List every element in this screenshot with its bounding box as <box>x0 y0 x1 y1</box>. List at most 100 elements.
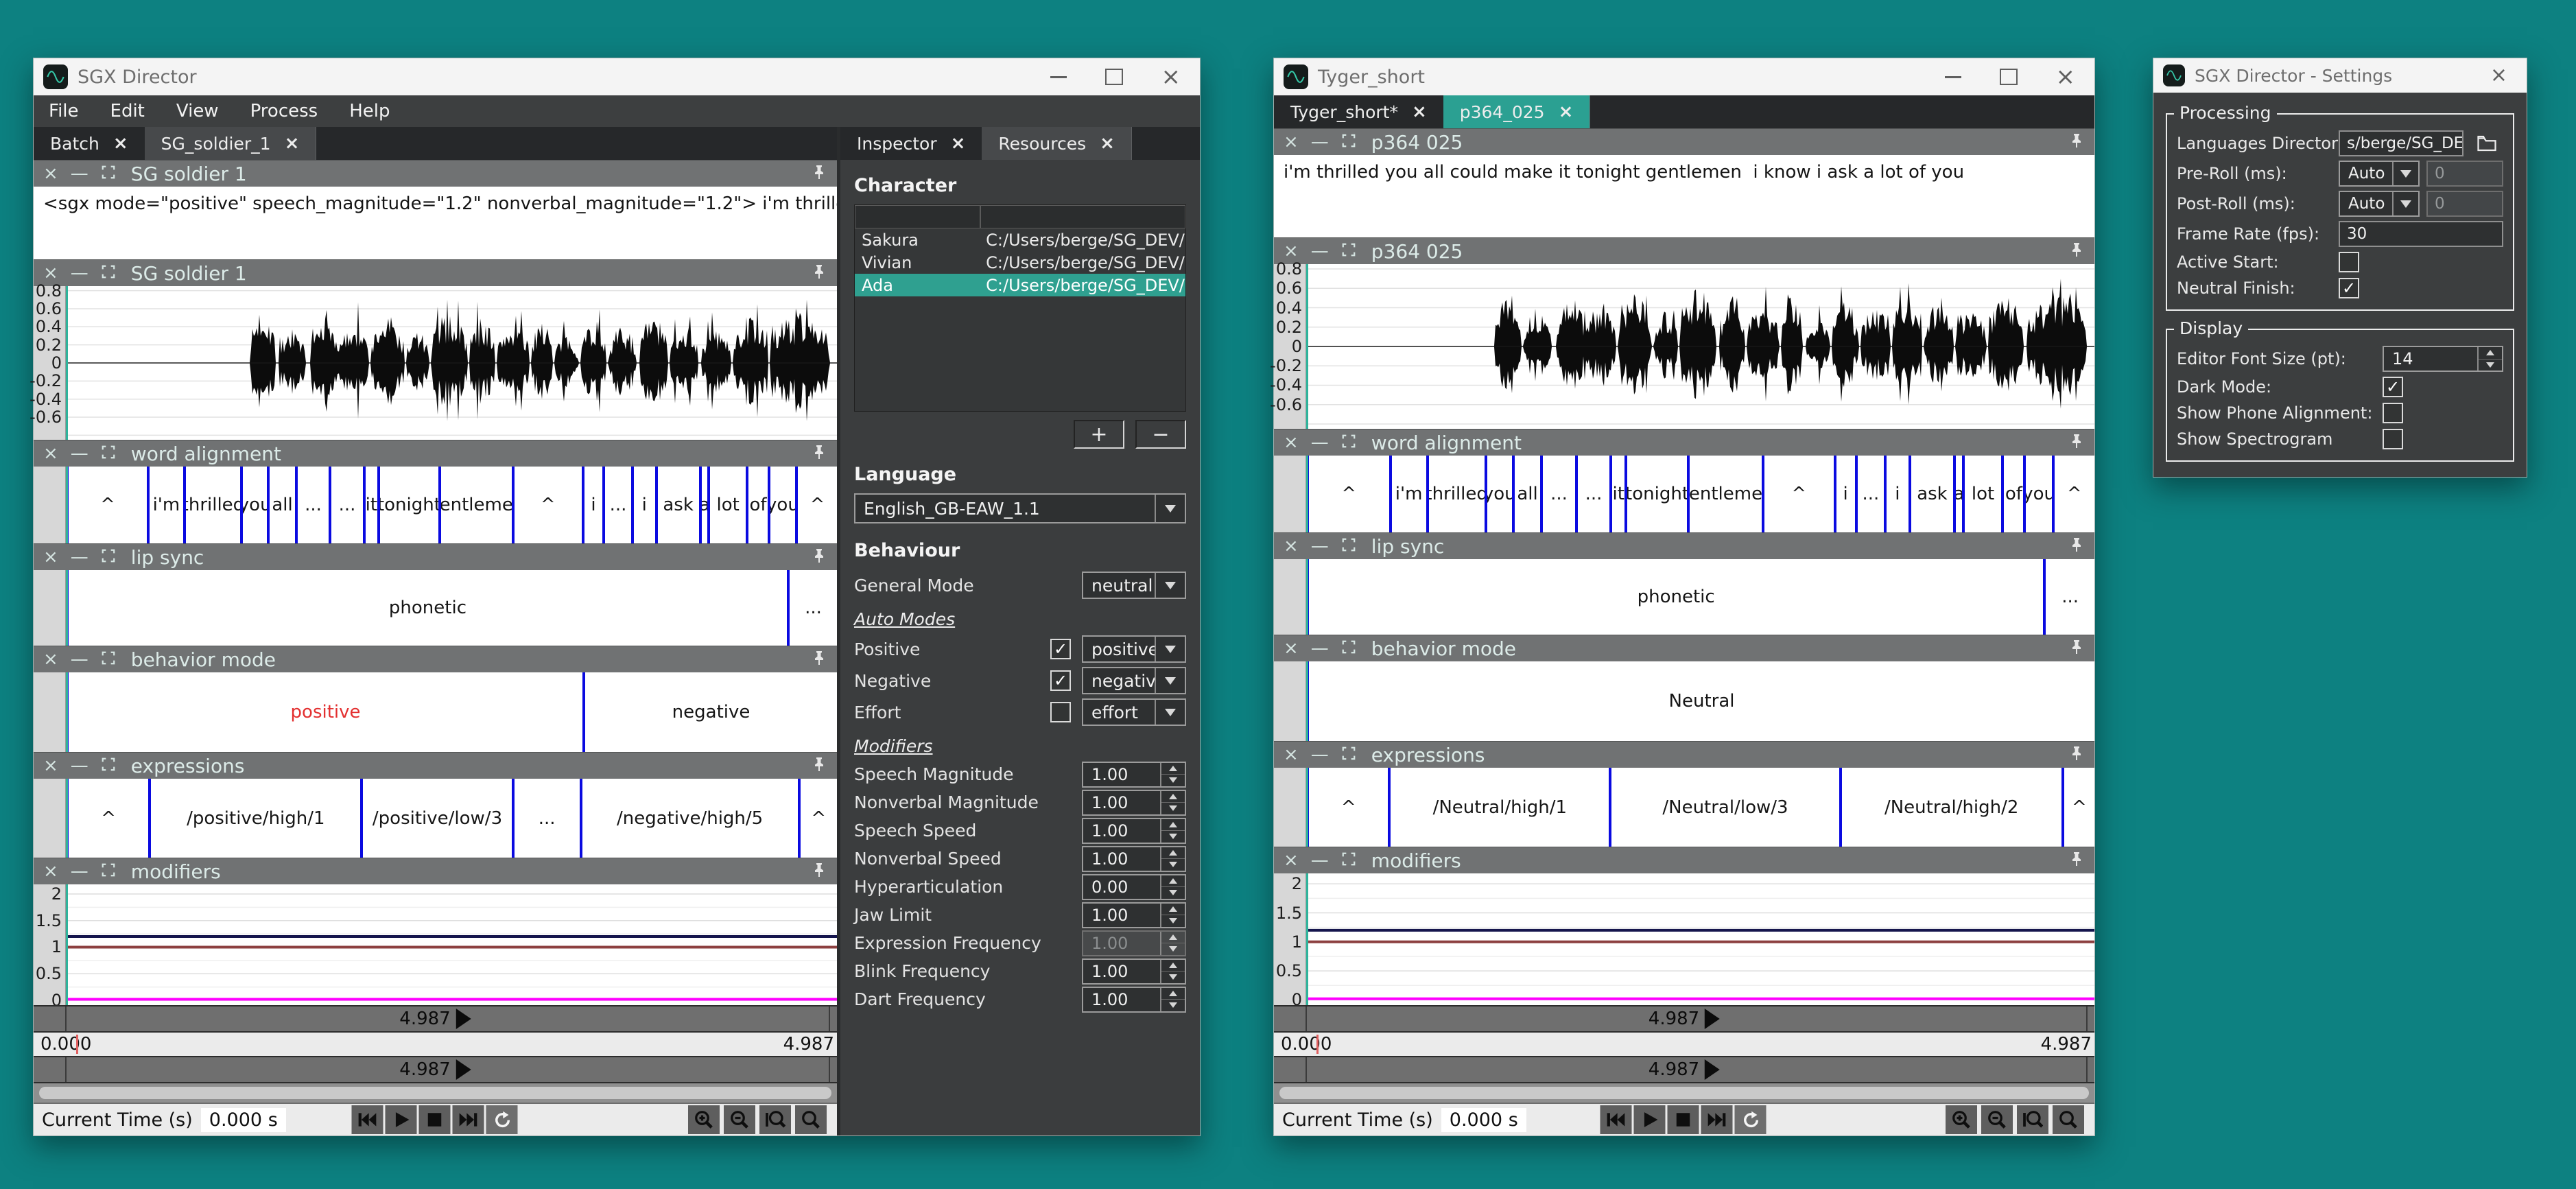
panel-close-icon[interactable]: × <box>1284 638 1299 659</box>
frame-rate-field[interactable]: 30 <box>2339 221 2503 247</box>
word-segment[interactable]: ^ <box>2051 456 2094 532</box>
menu-item[interactable]: Process <box>250 101 318 121</box>
minimize-icon[interactable] <box>1944 75 1961 78</box>
slider-left-cap[interactable] <box>34 1006 67 1031</box>
word-segment[interactable]: ... <box>294 467 329 543</box>
document-tab[interactable]: p364_025 × <box>1443 95 1591 128</box>
pin-icon[interactable] <box>811 650 827 669</box>
spin-down-icon[interactable] <box>1161 859 1185 871</box>
pin-icon[interactable] <box>2068 745 2085 764</box>
panel-maximize-icon[interactable] <box>1341 133 1356 152</box>
show-phone-alignment-checkbox[interactable] <box>2383 403 2403 423</box>
panel-minimize-icon[interactable]: — <box>1310 536 1329 556</box>
panel-close-icon[interactable]: × <box>1284 241 1299 261</box>
pin-icon[interactable] <box>811 263 827 283</box>
time-ruler[interactable]: 0.000 4.987 <box>34 1033 837 1056</box>
slider-right-cap[interactable] <box>829 1006 837 1031</box>
modifier-spinbox[interactable]: 1.00 <box>1082 902 1186 928</box>
lip-sync-plot[interactable]: phonetic... <box>66 570 837 646</box>
pin-icon[interactable] <box>2068 433 2085 452</box>
panel-minimize-icon[interactable]: — <box>1310 432 1329 453</box>
modifiers-plot[interactable] <box>1306 873 2094 1005</box>
character-row[interactable]: Vivian C:/Users/berge/SG_DEV/SG_Characte… <box>855 251 1185 274</box>
horizontal-scrollbar[interactable] <box>1274 1083 2094 1103</box>
pin-icon[interactable] <box>2068 851 2085 870</box>
slider-right-cap[interactable] <box>2086 1057 2094 1082</box>
waveform-track[interactable]: 0.8 0.6 0.4 0.2 0 -0.2 -0.4 -0.6 <box>29 281 837 440</box>
tab-close-icon[interactable]: × <box>1100 133 1115 154</box>
playhead-cursor[interactable] <box>1306 456 1308 532</box>
word-alignment-track[interactable]: ^i'mthrilledyouall......ittonightgentlem… <box>34 467 837 543</box>
play-button[interactable] <box>1633 1105 1666 1134</box>
behavior-mode-plot[interactable]: positive negative <box>66 672 837 752</box>
spin-down-icon[interactable] <box>1161 887 1185 899</box>
pin-icon[interactable] <box>811 862 827 881</box>
modifiers-track[interactable]: 2 1.5 1 0.5 0 <box>34 884 837 1010</box>
modifier-spinbox[interactable]: 1.00 <box>1082 817 1186 844</box>
panel-maximize-icon[interactable] <box>1341 434 1356 452</box>
panel-maximize-icon[interactable] <box>1341 746 1356 764</box>
modifiers-plot[interactable] <box>66 884 837 1005</box>
word-segment[interactable]: you <box>1484 456 1512 532</box>
playhead-tick[interactable] <box>76 1035 78 1054</box>
panel-maximize-icon[interactable] <box>101 862 116 881</box>
panel-minimize-icon[interactable]: — <box>1310 850 1329 871</box>
lip-sync-plot[interactable]: phonetic... <box>1306 559 2094 635</box>
expression-segment[interactable]: /Neutral/high/2 <box>1839 768 2061 847</box>
document-tab[interactable]: SG_soldier_1 × <box>144 127 317 160</box>
word-segment[interactable]: all <box>267 467 294 543</box>
word-segment[interactable]: ask <box>654 467 699 543</box>
playhead-tick[interactable] <box>1316 1035 1319 1054</box>
spin-down-icon[interactable] <box>1161 831 1185 843</box>
tab-close-icon[interactable]: × <box>113 133 128 154</box>
panel-close-icon[interactable]: × <box>43 263 58 283</box>
pin-icon[interactable] <box>2068 242 2085 261</box>
modifiers-track[interactable]: 2 1.5 1 0.5 0 <box>1274 873 2094 1009</box>
panel-maximize-icon[interactable] <box>1341 851 1356 870</box>
spin-down-icon[interactable] <box>1161 1000 1185 1011</box>
word-segment[interactable]: you <box>767 467 795 543</box>
word-segment[interactable]: ... <box>1540 456 1575 532</box>
waveform-track[interactable]: 0.8 0.6 0.4 0.2 0 -0.2 -0.4 -0.6 <box>1270 259 2094 429</box>
word-segment[interactable]: ^ <box>795 467 837 543</box>
behavior-mode-track[interactable]: Neutral <box>1274 661 2094 741</box>
document-tab[interactable]: Batch × <box>34 127 145 160</box>
spin-down-icon[interactable] <box>1161 915 1185 927</box>
playhead-cursor[interactable] <box>66 672 68 752</box>
playhead-cursor[interactable] <box>66 884 68 1005</box>
tab-close-icon[interactable]: × <box>1411 102 1427 122</box>
active-start-checkbox[interactable] <box>2339 252 2359 272</box>
loop-button[interactable] <box>486 1105 517 1134</box>
expression-segment[interactable]: /negative/high/5 <box>579 779 798 858</box>
lip-sync-track[interactable]: phonetic... <box>34 570 837 646</box>
word-alignment-plot[interactable]: ^i'mthrilledyouall......ittonightgentlem… <box>1306 456 2094 532</box>
word-segment[interactable]: ... <box>1574 456 1610 532</box>
behavior-segment[interactable]: negative <box>582 672 837 752</box>
spin-up-icon[interactable] <box>2479 347 2502 360</box>
panel-minimize-icon[interactable]: — <box>1310 132 1329 152</box>
expression-segment[interactable]: ^ <box>797 779 837 858</box>
panel-close-icon[interactable]: × <box>43 755 58 776</box>
word-segment[interactable]: gentlemen <box>438 467 512 543</box>
word-segment[interactable]: you <box>240 467 267 543</box>
current-time-field[interactable]: 0.000 s <box>200 1107 286 1132</box>
playhead-cursor[interactable] <box>66 570 68 646</box>
stop-button[interactable] <box>418 1105 450 1134</box>
slider-right-cap[interactable] <box>829 1057 837 1082</box>
spin-up-icon[interactable] <box>1161 904 1185 915</box>
lip-sync-segment[interactable]: ... <box>786 570 837 646</box>
inspector-tab[interactable]: Resources × <box>982 127 1132 160</box>
word-segment[interactable]: i'm <box>1389 456 1426 532</box>
zoom-select-button[interactable] <box>2053 1105 2084 1134</box>
playhead-cursor[interactable] <box>1306 873 1308 1005</box>
zoom-range-slider[interactable]: 4.987 <box>1274 1005 2094 1033</box>
languages-directory-field[interactable]: s/berge/SG_DEV/languages <box>2339 130 2463 156</box>
panel-close-icon[interactable]: × <box>43 861 58 882</box>
zoom-range-slider-2[interactable]: 4.987 <box>34 1056 837 1083</box>
panel-close-icon[interactable]: × <box>43 163 58 184</box>
panel-minimize-icon[interactable]: — <box>1310 241 1329 261</box>
panel-maximize-icon[interactable] <box>101 445 116 463</box>
lip-sync-segment[interactable]: ... <box>2043 559 2094 635</box>
browse-folder-button[interactable] <box>2470 130 2503 157</box>
script-text-editor[interactable]: i'm thrilled you all could make it tonig… <box>1274 155 2094 237</box>
